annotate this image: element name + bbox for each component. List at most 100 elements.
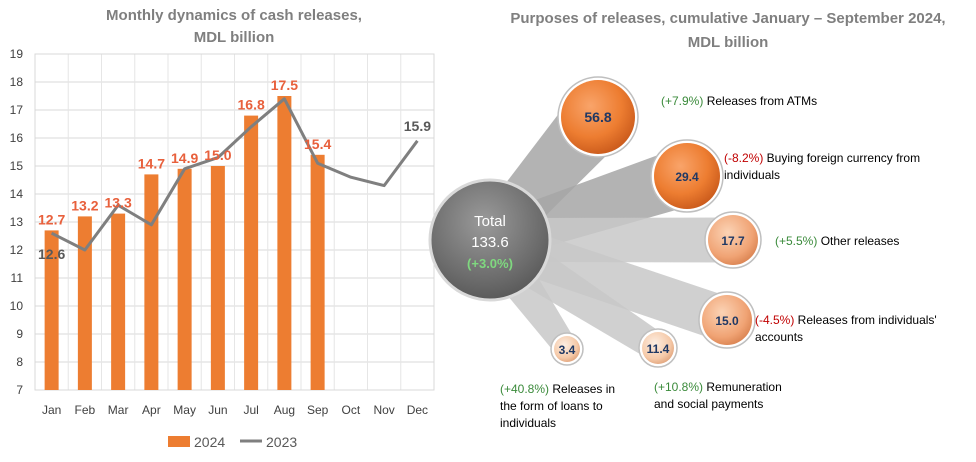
category-change-2: (+5.5%) xyxy=(775,234,817,248)
bubble-1 xyxy=(654,143,720,209)
bar-feb xyxy=(77,216,92,390)
x-tick-mar: Mar xyxy=(108,403,129,417)
y-tick-label: 17 xyxy=(10,103,24,117)
y-tick-label: 14 xyxy=(10,187,24,201)
monthly-cash-releases-chart: Monthly dynamics of cash releases, MDL b… xyxy=(10,7,435,450)
category-name-1: Buying foreign currency from xyxy=(763,151,920,165)
bubble-3 xyxy=(702,295,752,345)
category-label-1-line-1: individuals xyxy=(724,168,780,182)
category-change-5: (+40.8%) xyxy=(500,382,549,396)
bar-label-jun: 15.0 xyxy=(204,147,231,163)
category-label-4-line-1: and social payments xyxy=(654,397,763,411)
category-name-4: Remuneration xyxy=(703,380,782,394)
bar-jan xyxy=(44,230,59,390)
left-title-line-2: MDL billion xyxy=(194,29,275,46)
category-label-5-line-0: (+40.8%) Releases in xyxy=(500,382,615,396)
line-2023-path xyxy=(50,97,419,252)
y-tick-label: 8 xyxy=(16,355,23,369)
bubble-value-3: 15.0 xyxy=(715,314,739,328)
bubble-5 xyxy=(554,336,580,362)
bar-jun xyxy=(210,166,225,390)
total-circle xyxy=(428,178,552,302)
category-label-3-line-1: accounts xyxy=(755,330,803,344)
bar-jul xyxy=(244,115,259,390)
purposes-of-releases-chart: Purposes of releases, cumulative January… xyxy=(428,10,946,430)
x-tick-may: May xyxy=(173,403,196,417)
y-tick-label: 19 xyxy=(10,47,24,61)
category-label-5-line-2: individuals xyxy=(500,416,556,430)
bar-may xyxy=(177,168,192,390)
bar-label-aug: 17.5 xyxy=(271,77,298,93)
bar-label-may: 14.9 xyxy=(171,150,198,166)
x-tick-nov: Nov xyxy=(373,403,394,417)
y-tick-label: 7 xyxy=(16,383,23,397)
x-tick-sep: Sep xyxy=(307,403,329,417)
line-data-labels: 12.6 15.9 xyxy=(38,118,431,262)
line-label-jan: 12.6 xyxy=(38,246,65,262)
bar-data-labels: 12.7 13.2 13.3 14.7 14.9 15.0 16.8 17.5 15.4 xyxy=(38,77,331,227)
bar-label-feb: 13.2 xyxy=(71,197,98,213)
bar-aug xyxy=(277,96,292,390)
x-tick-apr: Apr xyxy=(142,403,161,417)
x-tick-jul: Jul xyxy=(243,403,258,417)
category-label-3-line-0: (-4.5%) Releases from individuals' xyxy=(755,313,937,327)
y-tick-label: 10 xyxy=(10,299,24,313)
category-bubbles: 56.8 29.4 17.7 15.0 11.4 3.4 xyxy=(550,76,762,368)
bar-label-mar: 13.3 xyxy=(105,195,132,211)
bar-label-apr: 14.7 xyxy=(138,155,165,171)
x-tick-oct: Oct xyxy=(342,403,361,417)
legend-label-2023: 2023 xyxy=(266,434,297,450)
bubble-value-4: 11.4 xyxy=(647,342,670,356)
bubble-value-1: 29.4 xyxy=(675,170,699,184)
bar-label-sep: 15.4 xyxy=(304,136,331,152)
category-label-1-line-0: (-8.2%) Buying foreign currency from xyxy=(724,151,920,165)
bubble-4 xyxy=(642,332,674,364)
bubble-value-0: 56.8 xyxy=(584,109,611,125)
bars-2024 xyxy=(44,96,325,390)
y-tick-label: 12 xyxy=(10,243,24,257)
bar-apr xyxy=(144,174,159,390)
bubble-value-2: 17.7 xyxy=(721,234,745,248)
left-title-line-1: Monthly dynamics of cash releases, xyxy=(106,7,362,24)
total-bubble: Total 133.6 (+3.0%) xyxy=(428,178,552,302)
legend-label-2024: 2024 xyxy=(194,434,225,450)
y-axis-ticks: 7 8 9 10 11 12 13 14 15 16 17 18 19 xyxy=(10,47,24,397)
x-tick-jan: Jan xyxy=(42,403,61,417)
legend: 2024 2023 xyxy=(168,434,297,450)
y-tick-label: 15 xyxy=(10,159,24,173)
bar-sep xyxy=(310,154,325,390)
bubble-value-5: 3.4 xyxy=(559,343,576,357)
bubble-2 xyxy=(708,215,758,265)
category-name-0: Releases from ATMs xyxy=(703,94,817,108)
category-change-0: (+7.9%) xyxy=(661,94,703,108)
y-tick-label: 18 xyxy=(10,75,24,89)
x-tick-feb: Feb xyxy=(75,403,96,417)
y-tick-label: 16 xyxy=(10,131,24,145)
x-tick-aug: Aug xyxy=(274,403,295,417)
total-change: (+3.0%) xyxy=(467,256,513,271)
right-title-line-2: MDL billion xyxy=(688,34,769,51)
y-tick-label: 11 xyxy=(11,271,24,285)
legend-swatch-2024 xyxy=(168,436,190,447)
total-label: Total xyxy=(474,213,506,230)
x-tick-jun: Jun xyxy=(208,403,227,417)
category-label-5-line-1: the form of loans to xyxy=(500,399,603,413)
category-name-5: Releases in xyxy=(549,382,615,396)
category-label-0-line-0: (+7.9%) Releases from ATMs xyxy=(661,94,817,108)
bar-label-jul: 16.8 xyxy=(238,97,265,113)
category-labels: (+7.9%) Releases from ATMs (-8.2%) Buying… xyxy=(500,94,937,430)
line-label-dec: 15.9 xyxy=(404,118,431,134)
category-name-2: Other releases xyxy=(817,234,899,248)
category-name-3: Releases from individuals' xyxy=(794,313,936,327)
bubble-0 xyxy=(561,80,635,154)
right-title-line-1: Purposes of releases, cumulative January… xyxy=(510,10,945,27)
category-label-2-line-0: (+5.5%) Other releases xyxy=(775,234,899,248)
line-2023 xyxy=(50,97,419,252)
y-gridlines xyxy=(34,53,435,391)
category-change-3: (-4.5%) xyxy=(755,313,794,327)
bar-label-jan: 12.7 xyxy=(38,211,65,227)
category-change-1: (-8.2%) xyxy=(724,151,763,165)
bar-mar xyxy=(111,213,126,390)
x-tick-dec: Dec xyxy=(407,403,428,417)
